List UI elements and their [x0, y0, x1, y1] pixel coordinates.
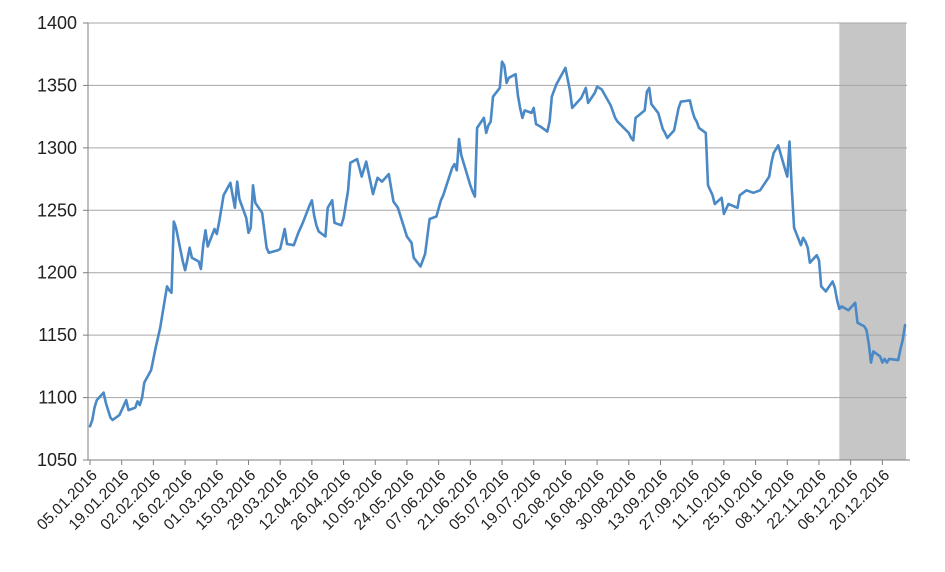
- y-axis-label: 1250: [37, 200, 77, 220]
- y-axis-label: 1100: [38, 388, 77, 408]
- y-axis-label: 1350: [37, 75, 77, 95]
- december-highlight-band: [839, 23, 906, 460]
- y-axis-label: 1200: [37, 263, 77, 283]
- y-axis-label: 1150: [38, 325, 77, 345]
- y-axis-label: 1300: [37, 138, 77, 158]
- y-axis-label: 1400: [37, 13, 77, 33]
- y-axis-label: 1050: [37, 450, 77, 470]
- price-line: [88, 60, 907, 428]
